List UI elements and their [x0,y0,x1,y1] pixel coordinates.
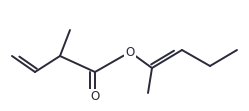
Text: O: O [90,89,100,102]
Text: O: O [125,46,135,58]
